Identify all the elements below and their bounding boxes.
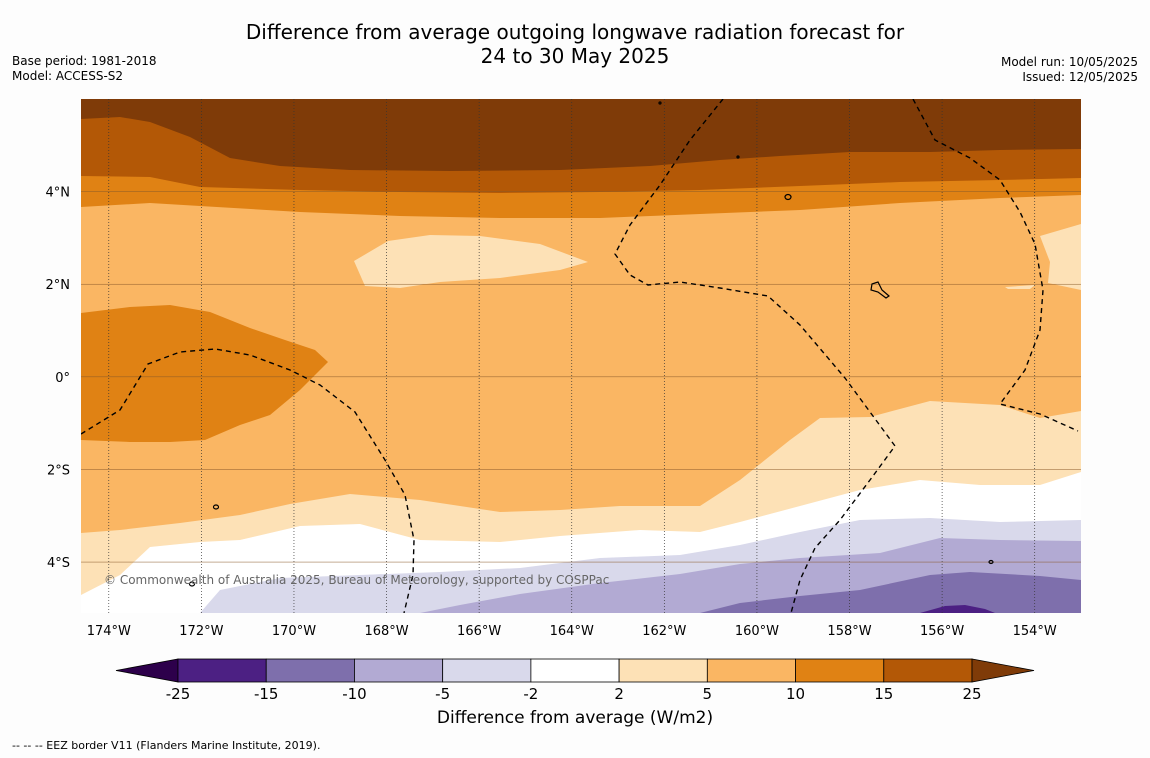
colorbar-ticks: -25 -15 -10 -5 -2 2 5 10 15 25 bbox=[166, 685, 982, 700]
model-run-text: Model run: 10/05/2025 bbox=[1000, 55, 1138, 69]
title-line-1: Difference from average outgoing longwav… bbox=[245, 20, 905, 44]
colorbar-tick-label: 15 bbox=[874, 685, 893, 700]
meta-left: Base period: 1981-2018 Model: ACCESS-S2 bbox=[12, 54, 157, 84]
colorbar-segment bbox=[883, 658, 973, 683]
island-2 bbox=[870, 281, 890, 299]
island-7 bbox=[736, 155, 740, 159]
colorbar-tick-label: -15 bbox=[254, 685, 279, 700]
lon-tick-label: 168°W bbox=[364, 624, 408, 639]
island-3 bbox=[212, 504, 220, 510]
island-5 bbox=[988, 559, 994, 565]
eez-border-center bbox=[614, 99, 896, 613]
lon-tick-label: 160°W bbox=[735, 624, 779, 639]
lon-tick-label: 154°W bbox=[1013, 624, 1057, 639]
fill-2-5-pocket bbox=[354, 235, 588, 288]
fill-2-5-east-sliver bbox=[1005, 285, 1035, 289]
latitude-labels: 4°N 2°N 0° 2°S 4°S bbox=[46, 186, 71, 571]
colorbar-tick-label: -25 bbox=[166, 685, 191, 700]
colorbar-tick-label: 25 bbox=[962, 685, 981, 700]
lon-tick-label: 164°W bbox=[550, 624, 594, 639]
lon-tick-label: 162°W bbox=[642, 624, 686, 639]
island-6 bbox=[658, 101, 662, 105]
lon-tick-label: 174°W bbox=[87, 624, 131, 639]
fill-2-5-east bbox=[1040, 224, 1081, 290]
island-outlines bbox=[188, 101, 994, 587]
title-line-2: 24 to 30 May 2025 bbox=[480, 44, 670, 68]
colorbar-segment bbox=[442, 658, 532, 683]
colorbar-segment bbox=[706, 658, 796, 683]
colorbar-segment bbox=[530, 658, 620, 683]
colorbar-tick-label: -10 bbox=[342, 685, 367, 700]
lon-tick-label: 158°W bbox=[827, 624, 871, 639]
lon-tick-label: 166°W bbox=[457, 624, 501, 639]
issued-text: Issued: 12/05/2025 bbox=[1022, 70, 1138, 84]
parallel-grid bbox=[81, 191, 1081, 563]
colorbar-segment bbox=[177, 658, 267, 683]
eez-borders bbox=[81, 99, 1079, 613]
base-period-text: Base period: 1981-2018 bbox=[12, 54, 157, 68]
lat-tick-label: 4°N bbox=[46, 186, 71, 201]
fill-minus15-minus10 bbox=[700, 572, 1081, 613]
meta-right: Model run: 10/05/2025 Issued: 12/05/2025 bbox=[1001, 55, 1138, 85]
lat-tick-label: 2°N bbox=[46, 278, 71, 293]
colorbar-tick-label: 5 bbox=[703, 685, 713, 700]
colorbar-tick-label: 10 bbox=[786, 685, 805, 700]
colorbar-segment bbox=[618, 658, 708, 683]
copyright-text: © Commonwealth of Australia 2025, Bureau… bbox=[104, 573, 609, 587]
island-1 bbox=[784, 193, 792, 201]
lon-tick-label: 170°W bbox=[272, 624, 316, 639]
fill-10-15-west bbox=[81, 305, 328, 442]
fill-over-25-north bbox=[81, 99, 1081, 171]
lat-tick-label: 4°S bbox=[47, 556, 70, 571]
colorbar-over-arrow bbox=[971, 658, 1035, 683]
lat-tick-label: 0° bbox=[55, 371, 70, 386]
colorbar-segment bbox=[354, 658, 444, 683]
colorbar-tick-label: 2 bbox=[614, 685, 624, 700]
lon-tick-label: 156°W bbox=[920, 624, 964, 639]
eez-border-east bbox=[912, 99, 1079, 432]
colorbar bbox=[115, 658, 1035, 683]
island-4 bbox=[188, 581, 196, 587]
map-figure: © Commonwealth of Australia 2025, Bureau… bbox=[46, 99, 1081, 700]
eez-footnote: -- -- -- EEZ border V11 (Flanders Marine… bbox=[12, 739, 321, 752]
eez-border-west bbox=[81, 348, 415, 613]
colorbar-tick-label: -5 bbox=[435, 685, 450, 700]
fill-minus25-minus15 bbox=[920, 605, 995, 613]
colorbar-tick-label: -2 bbox=[523, 685, 538, 700]
longitude-labels: 174°W 172°W 170°W 168°W 166°W 164°W 162°W 160°W… bbox=[87, 624, 1057, 639]
colorbar-under-arrow bbox=[115, 658, 179, 683]
colorbar-segment bbox=[795, 658, 885, 683]
map-plot-area: © Commonwealth of Australia 2025, Bureau… bbox=[81, 99, 1081, 613]
map-title: Difference from average outgoing longwav… bbox=[0, 20, 1150, 68]
model-text: Model: ACCESS-S2 bbox=[12, 69, 124, 83]
colorbar-label: Difference from average (W/m2) bbox=[436, 708, 714, 728]
colorbar-segment bbox=[265, 658, 355, 683]
lon-tick-label: 172°W bbox=[179, 624, 223, 639]
lat-tick-label: 2°S bbox=[47, 463, 70, 478]
